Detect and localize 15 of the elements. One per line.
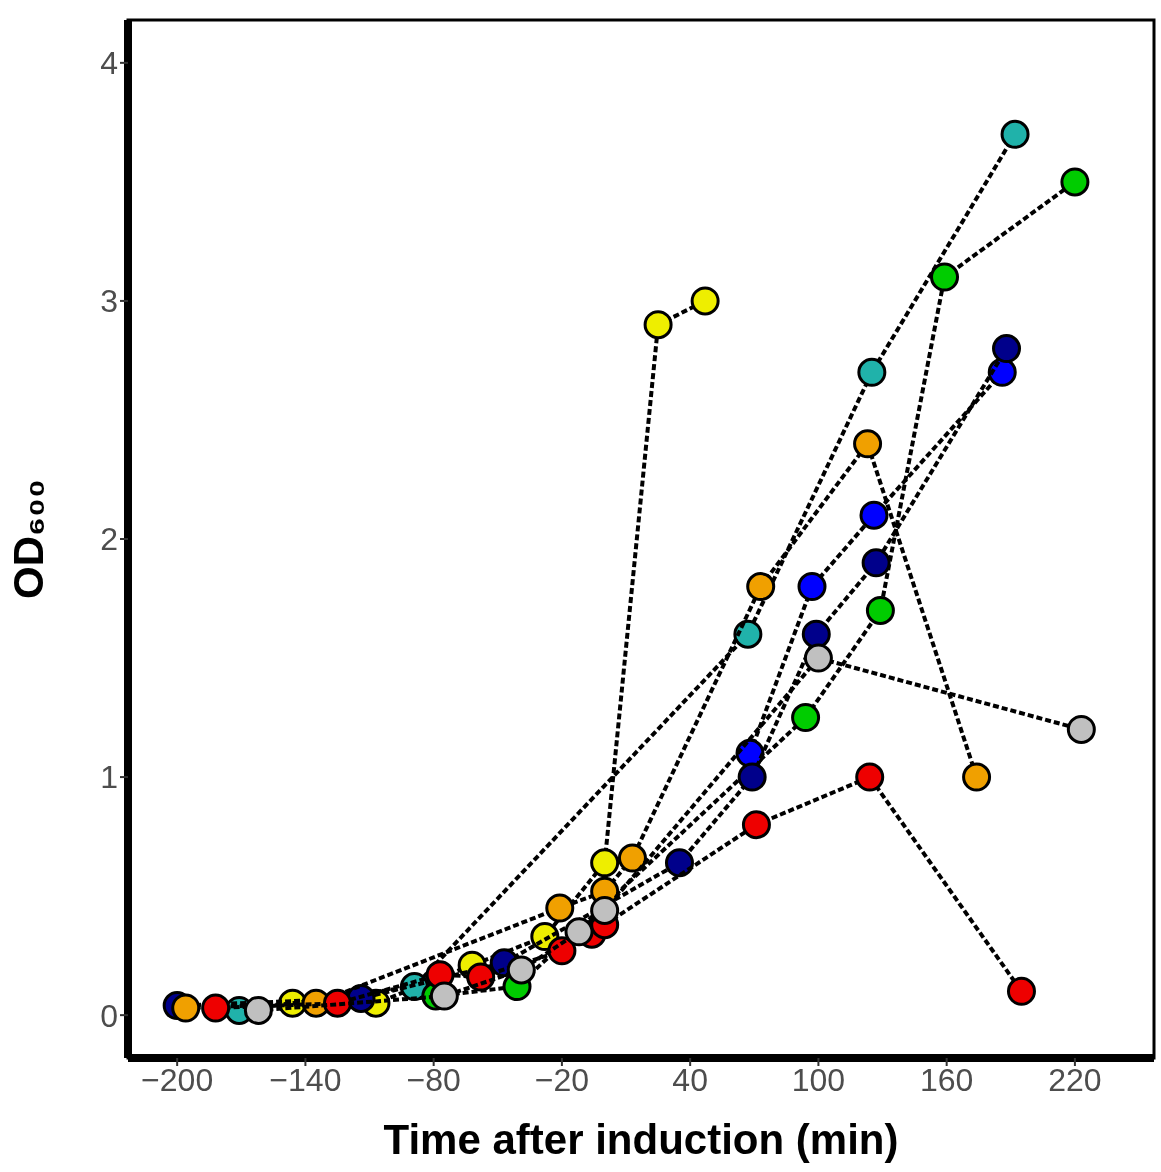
x-tick-label: −200 [141,1061,214,1098]
x-tick-label: 160 [919,1061,974,1098]
x-tick-label: 100 [791,1061,846,1098]
y-tick-label: 2 [100,521,118,558]
x-tick-label: −140 [269,1061,342,1098]
x-tick-label: 220 [1048,1061,1102,1098]
y-tick-label: 4 [100,45,118,82]
x-axis-title: Time after induction (min) [383,1116,899,1163]
x-tick-label: 40 [672,1061,708,1098]
x-tick-label: −20 [534,1061,590,1098]
x-tick-label: −80 [406,1061,461,1098]
y-tick-label: 3 [100,283,118,320]
y-tick-label: 0 [100,997,118,1034]
y-axis-title: OD₆₀₀ [4,479,52,599]
y-tick-label: 1 [100,759,118,796]
